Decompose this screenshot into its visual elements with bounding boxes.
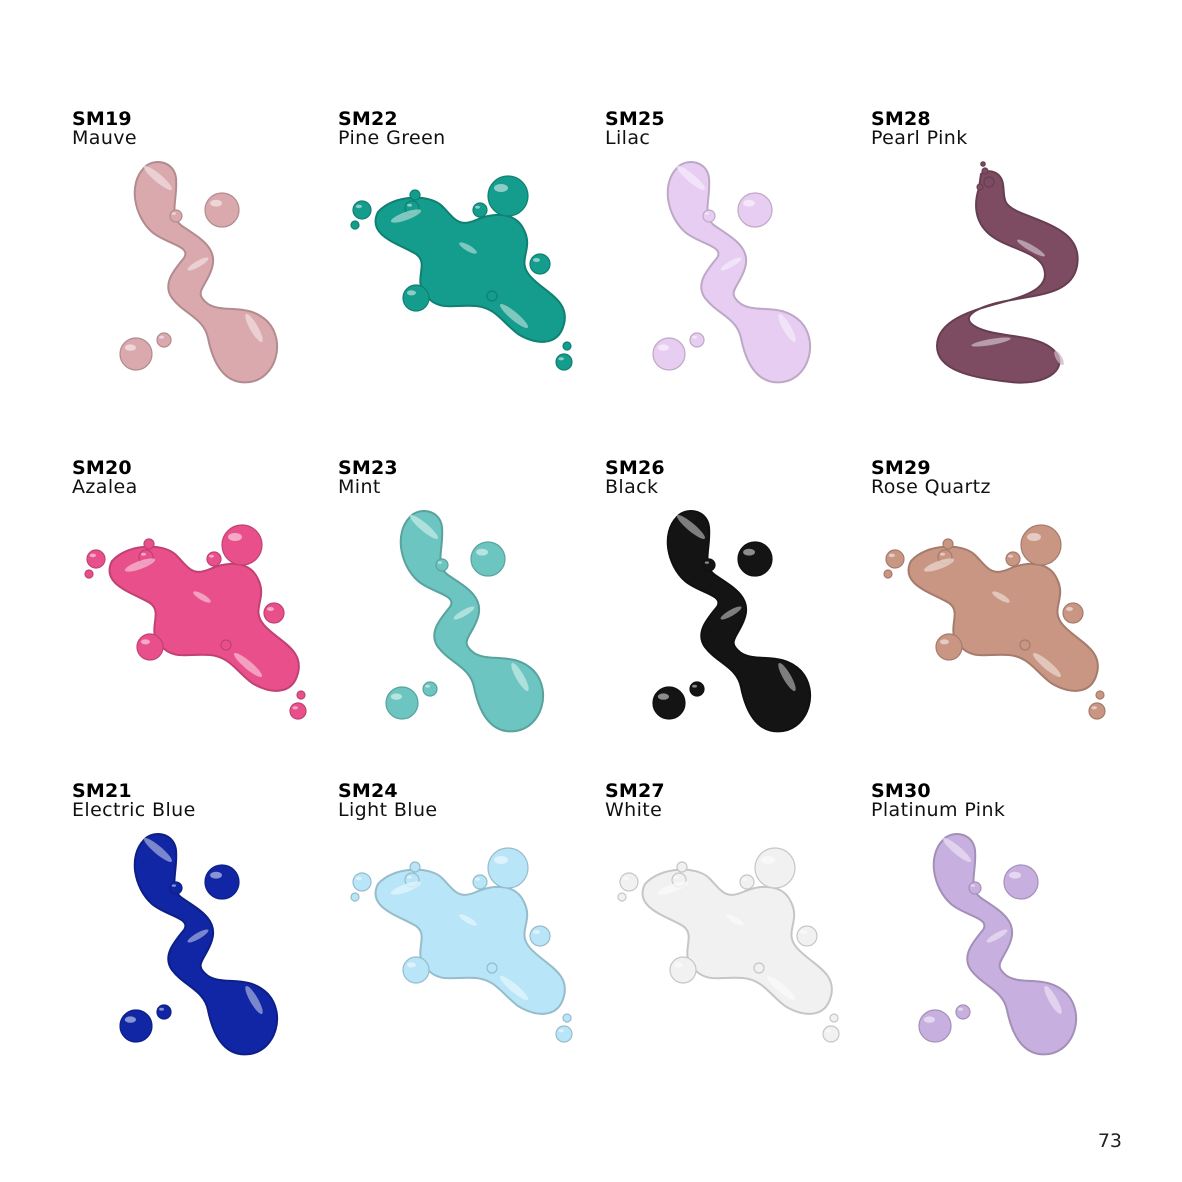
polish-blob-pine-green <box>350 175 573 371</box>
swatch-sm24: SM24 Light Blue <box>338 780 588 1080</box>
swatch-sm26: SM26 Black <box>605 457 855 757</box>
swatch-sm28: SM28 Pearl Pink <box>871 108 1121 408</box>
polish-blob-light-blue <box>350 847 573 1043</box>
swatch-code: SM22 <box>338 108 398 130</box>
swatch-code: SM27 <box>605 780 665 802</box>
swatch-name: Pine Green <box>338 127 446 149</box>
swatch-code: SM24 <box>338 780 398 802</box>
swatch-code: SM29 <box>871 457 931 479</box>
swatch-sm29: SM29 Rose Quartz <box>871 457 1121 757</box>
swatch-code: SM25 <box>605 108 665 130</box>
polish-blob-electric-blue <box>119 833 278 1056</box>
swatch-sm23: SM23 Mint <box>338 457 588 757</box>
swatch-name: Electric Blue <box>72 799 196 821</box>
swatch-name: Light Blue <box>338 799 438 821</box>
polish-blob-mint <box>385 510 544 733</box>
polish-blob-pearl-pink <box>935 161 1079 384</box>
polish-blob-white <box>617 847 840 1043</box>
swatch-sm21: SM21 Electric Blue <box>72 780 322 1080</box>
swatch-name: Azalea <box>72 476 138 498</box>
polish-blob-mauve <box>119 161 278 384</box>
swatch-code: SM20 <box>72 457 132 479</box>
swatch-sm19: SM19 Mauve <box>72 108 322 408</box>
swatch-name: Platinum Pink <box>871 799 1006 821</box>
swatch-name: Black <box>605 476 659 498</box>
swatch-name: Lilac <box>605 127 651 149</box>
swatch-code: SM30 <box>871 780 931 802</box>
swatch-code: SM21 <box>72 780 132 802</box>
swatch-sm30: SM30 Platinum Pink <box>871 780 1121 1080</box>
swatch-code: SM26 <box>605 457 665 479</box>
swatch-sm27: SM27 White <box>605 780 855 1080</box>
polish-blob-black <box>652 510 811 733</box>
polish-blob-lilac <box>652 161 811 384</box>
page-number: 73 <box>1097 1130 1122 1152</box>
swatch-sm25: SM25 Lilac <box>605 108 855 408</box>
polish-blob-rose-quartz <box>883 524 1106 720</box>
swatch-code: SM23 <box>338 457 398 479</box>
swatch-name: White <box>605 799 663 821</box>
swatch-code: SM28 <box>871 108 931 130</box>
swatch-sm22: SM22 Pine Green <box>338 108 588 408</box>
polish-blob-azalea <box>84 524 307 720</box>
swatch-name: Mauve <box>72 127 138 149</box>
swatch-name: Pearl Pink <box>871 127 968 149</box>
polish-blob-platinum-pink <box>918 833 1077 1056</box>
swatch-code: SM19 <box>72 108 132 130</box>
swatch-name: Rose Quartz <box>871 476 991 498</box>
swatch-name: Mint <box>338 476 381 498</box>
swatch-sm20: SM20 Azalea <box>72 457 322 757</box>
